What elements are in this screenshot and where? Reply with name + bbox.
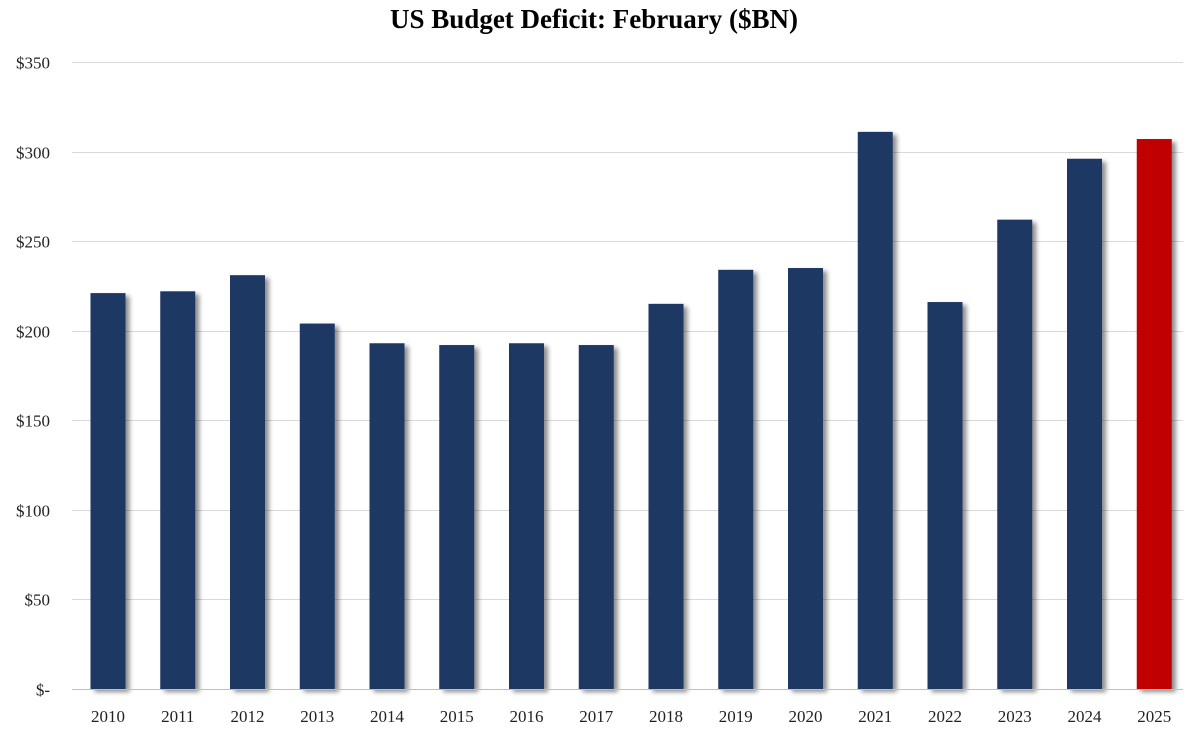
bar-2021	[857, 131, 893, 689]
bar-2013	[299, 323, 335, 689]
bar-2014	[369, 343, 405, 689]
x-tick-label: 2018	[649, 707, 683, 726]
bar-2020	[788, 268, 823, 689]
y-tick-label: $100	[16, 502, 50, 521]
x-tick-label: 2014	[370, 707, 405, 726]
y-tick-label: $-	[36, 681, 51, 700]
x-tick-label: 2023	[998, 707, 1032, 726]
y-tick-label: $50	[25, 591, 51, 610]
x-tick-label: 2021	[858, 707, 892, 726]
x-tick-labels: 2010 2011 2012 2013 2014 2015 2016 2017 2018 2019…	[91, 707, 1171, 726]
y-tick-label: $300	[16, 144, 50, 163]
bar-2018	[648, 303, 684, 689]
bar-2019	[718, 269, 754, 689]
x-tick-label: 2015	[440, 707, 474, 726]
bar-2016	[509, 343, 544, 689]
bar-2023	[997, 219, 1033, 689]
x-tick-label: 2011	[161, 707, 194, 726]
bar-2010	[90, 293, 126, 689]
bar-2025	[1136, 139, 1172, 689]
x-tick-label: 2024	[1068, 707, 1103, 726]
y-tick-label: $150	[16, 412, 50, 431]
bar-2017	[578, 345, 614, 689]
x-tick-label: 2010	[91, 707, 125, 726]
x-tick-label: 2022	[928, 707, 962, 726]
x-tick-label: 2019	[719, 707, 753, 726]
y-tick-label: $200	[16, 323, 50, 342]
x-tick-label: 2017	[579, 707, 614, 726]
y-tick-label: $250	[16, 233, 50, 252]
x-tick-label: 2025	[1137, 707, 1171, 726]
y-tick-labels: $- $50 $100 $150 $200 $250 $300 $350	[16, 54, 50, 700]
bar-2011	[160, 291, 196, 689]
x-tick-label: 2020	[789, 707, 823, 726]
y-tick-label: $350	[16, 54, 50, 73]
x-tick-label: 2016	[510, 707, 544, 726]
bar-2015	[439, 345, 475, 689]
x-tick-label: 2013	[300, 707, 334, 726]
bar-2024	[1067, 158, 1102, 690]
chart-title: US Budget Deficit: February ($BN)	[390, 4, 798, 34]
x-tick-label: 2012	[231, 707, 265, 726]
bar-2012	[230, 275, 265, 689]
bars-layer	[90, 131, 1172, 690]
bar-2022	[927, 302, 963, 689]
